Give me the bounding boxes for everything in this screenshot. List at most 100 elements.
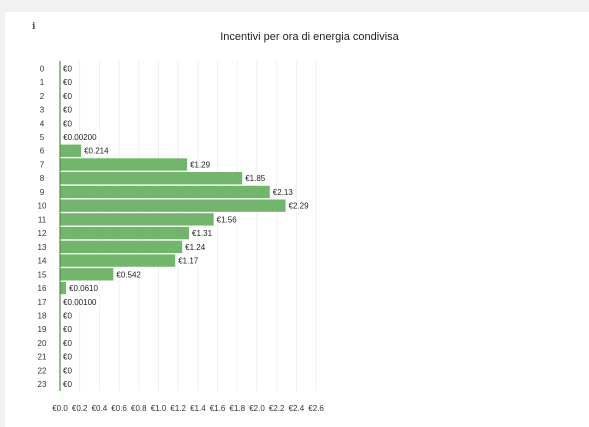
x-tick-label: €2.0 xyxy=(249,404,265,413)
y-tick-label: 12 xyxy=(38,229,47,238)
data-label: €0.00100 xyxy=(63,298,97,307)
bar[interactable] xyxy=(60,240,183,254)
data-label-bg xyxy=(243,172,269,184)
data-label-bg xyxy=(61,131,100,143)
data-label: €0.00200 xyxy=(63,133,97,142)
y-tick-label: 3 xyxy=(40,106,45,115)
y-tick-label: 13 xyxy=(38,243,47,252)
x-tick-label: €0.0 xyxy=(52,404,68,413)
y-tick-label: 7 xyxy=(40,160,45,169)
data-label-bg xyxy=(61,323,74,335)
y-tick-label: 22 xyxy=(38,366,47,375)
y-tick-label: 17 xyxy=(38,298,47,307)
data-label-bg xyxy=(176,255,202,267)
data-label-bg xyxy=(61,364,74,376)
data-label-bg xyxy=(82,145,112,157)
y-tick-label: 0 xyxy=(40,64,45,73)
x-tick-label: €0.8 xyxy=(131,404,147,413)
y-tick-label: 4 xyxy=(40,119,45,128)
data-label: €0 xyxy=(63,380,72,389)
data-label: €0 xyxy=(63,106,72,115)
data-label: €1.56 xyxy=(217,215,238,224)
data-label-bg xyxy=(67,282,101,294)
y-tick-label: 20 xyxy=(38,339,47,348)
y-tick-label: 18 xyxy=(38,312,47,321)
x-tick-label: €0.6 xyxy=(111,404,127,413)
data-label: €0.542 xyxy=(116,270,141,279)
data-label-bg xyxy=(61,117,74,129)
bar[interactable] xyxy=(60,226,190,240)
data-label-bg xyxy=(61,310,74,322)
bars xyxy=(60,144,286,295)
data-label: €0 xyxy=(63,92,72,101)
bar[interactable] xyxy=(60,213,214,226)
info-icon[interactable]: i xyxy=(32,22,36,32)
data-label-bg xyxy=(61,337,74,349)
data-label: €1.85 xyxy=(245,174,266,183)
bar[interactable] xyxy=(60,254,176,267)
data-label-bg xyxy=(61,378,74,390)
bar[interactable] xyxy=(60,158,188,171)
chart-title: Incentivi per ora di energia condivisa xyxy=(220,31,399,43)
data-label-bg xyxy=(61,90,74,102)
data-label: €0 xyxy=(63,119,72,128)
data-label-bg xyxy=(190,227,216,239)
y-tick-label: 15 xyxy=(38,270,47,279)
data-label: €0.0610 xyxy=(69,284,98,293)
data-label-bg xyxy=(114,268,144,280)
data-label: €0.214 xyxy=(84,147,109,156)
data-label: €0 xyxy=(63,325,72,334)
data-label: €1.17 xyxy=(178,257,199,266)
data-label-bg xyxy=(61,104,74,116)
data-label-bg xyxy=(215,213,240,225)
data-labels: €0 €0 €0 €0 €0 €0.00200 €0.214 €1.29 €1.85 €2.13 €… xyxy=(61,62,312,390)
x-tick-label: €1.4 xyxy=(190,404,206,413)
x-tick-labels: €0.0 €0.2 €0.4 €0.6 €0.8 €1.0 €1.2 €1.4 €1.6 €1.8… xyxy=(52,404,324,413)
data-label-bg xyxy=(61,351,74,363)
data-label: €0 xyxy=(63,353,72,362)
data-label-bg xyxy=(61,62,74,74)
data-label-bg xyxy=(287,200,312,212)
y-tick-label: 11 xyxy=(38,215,47,224)
y-tick-label: 10 xyxy=(38,202,47,211)
data-label: €0 xyxy=(63,366,72,375)
x-tick-label: €0.4 xyxy=(92,404,108,413)
data-label: €0 xyxy=(63,64,72,73)
grid-lines xyxy=(79,61,317,392)
bar[interactable] xyxy=(60,268,114,281)
y-tick-label: 16 xyxy=(38,284,47,293)
data-label: €1.24 xyxy=(185,243,206,252)
bar[interactable] xyxy=(60,185,270,199)
y-tick-label: 6 xyxy=(40,147,45,156)
data-label: €0 xyxy=(63,339,72,348)
x-tick-label: €1.6 xyxy=(210,404,226,413)
y-tick-label: 19 xyxy=(38,325,47,334)
y-tick-label: 21 xyxy=(38,353,47,362)
data-label-bg xyxy=(183,241,209,253)
data-label-bg xyxy=(61,296,100,308)
bar[interactable] xyxy=(60,281,67,295)
x-tick-label: €1.2 xyxy=(170,404,186,413)
data-label: €2.13 xyxy=(273,188,294,197)
x-tick-label: €1.0 xyxy=(151,404,167,413)
bar[interactable] xyxy=(60,144,82,157)
x-tick-label: €0.2 xyxy=(72,404,88,413)
x-tick-label: €2.6 xyxy=(308,404,324,413)
data-label: €1.29 xyxy=(190,160,211,169)
data-label-bg xyxy=(188,158,214,170)
data-label: €1.31 xyxy=(192,229,213,238)
x-tick-label: €2.4 xyxy=(289,404,305,413)
y-tick-label: 9 xyxy=(40,188,45,197)
data-label-bg xyxy=(271,186,297,198)
y-tick-label: 23 xyxy=(38,380,47,389)
y-tick-label: 2 xyxy=(40,92,45,101)
x-tick-label: €1.8 xyxy=(230,404,246,413)
bar[interactable] xyxy=(60,172,243,185)
y-tick-label: 14 xyxy=(38,257,47,266)
y-tick-label: 8 xyxy=(40,174,45,183)
y-tick-label: 1 xyxy=(40,78,45,87)
bar[interactable] xyxy=(60,199,286,212)
data-label: €0 xyxy=(63,78,72,87)
